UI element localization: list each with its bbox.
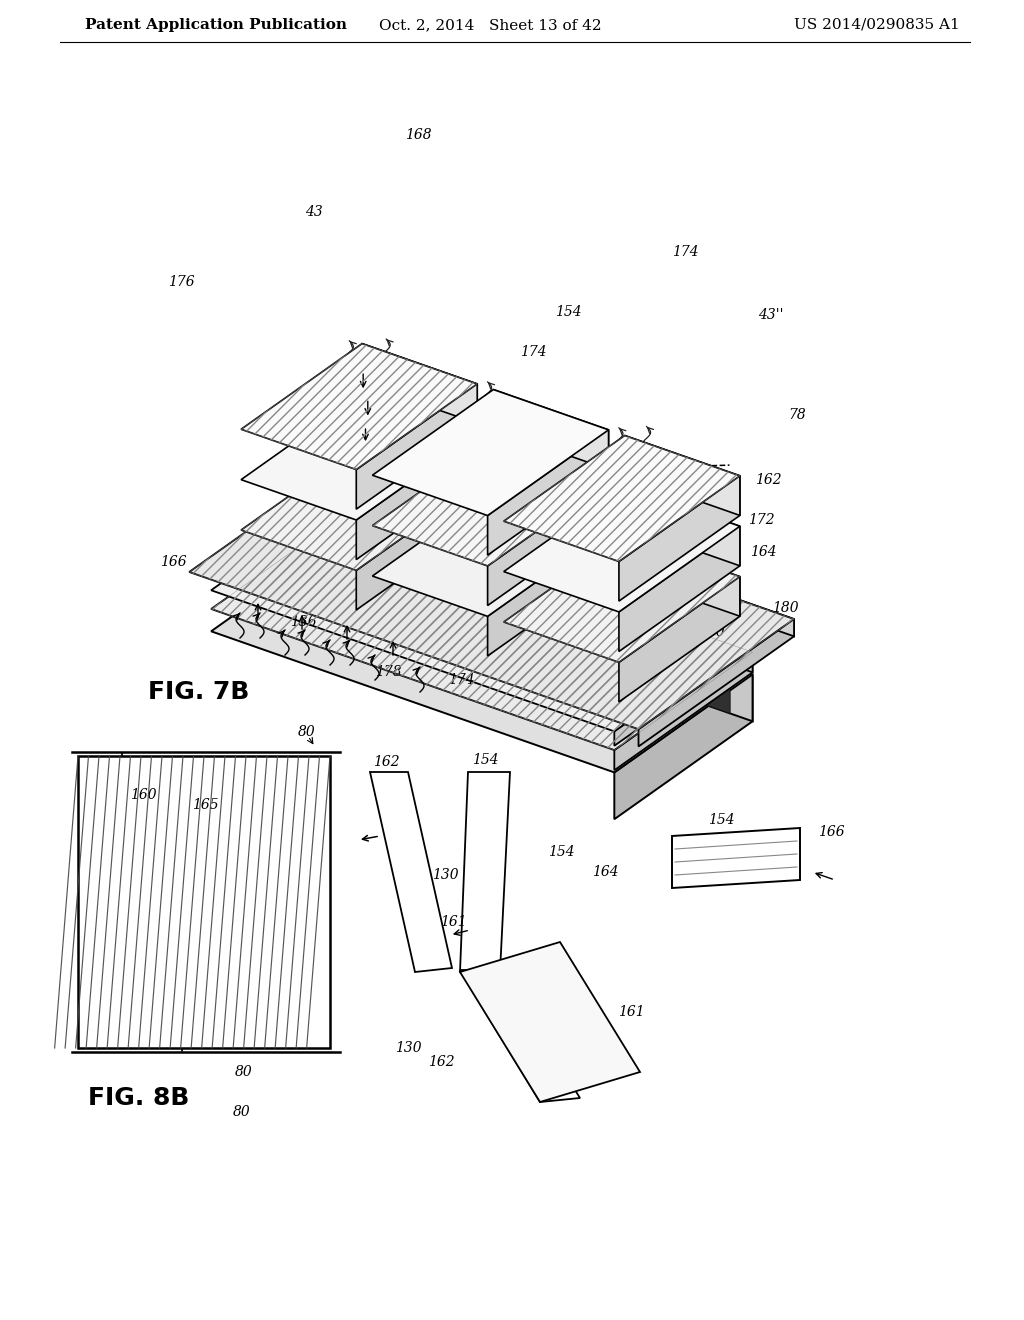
Polygon shape [708, 659, 730, 713]
Polygon shape [211, 533, 753, 772]
Polygon shape [625, 436, 740, 515]
Text: 80: 80 [233, 1105, 251, 1119]
Text: Oct. 2, 2014   Sheet 13 of 42: Oct. 2, 2014 Sheet 13 of 42 [379, 18, 601, 32]
Text: 43'': 43'' [758, 308, 783, 322]
Polygon shape [494, 440, 608, 520]
Text: 161: 161 [618, 1005, 645, 1019]
Text: 164: 164 [750, 545, 776, 558]
Polygon shape [614, 675, 753, 820]
Polygon shape [241, 393, 477, 520]
Text: 168: 168 [406, 128, 432, 143]
Polygon shape [460, 942, 640, 1102]
Text: FIG. 8B: FIG. 8B [88, 1086, 189, 1110]
Text: 176: 176 [168, 275, 195, 289]
Text: 162: 162 [428, 1055, 455, 1069]
Polygon shape [241, 343, 477, 470]
Polygon shape [373, 389, 608, 516]
Text: 162: 162 [755, 473, 781, 487]
Text: 78: 78 [788, 408, 806, 422]
Text: 154: 154 [548, 845, 574, 859]
Polygon shape [370, 772, 452, 972]
Polygon shape [349, 492, 753, 648]
Polygon shape [373, 490, 608, 616]
Text: 174: 174 [672, 246, 698, 259]
Text: 80: 80 [234, 1065, 253, 1078]
Polygon shape [618, 475, 740, 601]
Text: 166: 166 [818, 825, 845, 840]
Polygon shape [672, 828, 800, 888]
Text: 170: 170 [698, 624, 725, 639]
Polygon shape [356, 434, 477, 560]
Text: 130: 130 [395, 1041, 422, 1055]
Text: 174: 174 [368, 436, 394, 449]
Polygon shape [494, 490, 608, 570]
Polygon shape [618, 527, 740, 652]
Text: 154: 154 [472, 752, 499, 767]
Text: 165: 165 [193, 799, 219, 812]
Polygon shape [362, 445, 477, 524]
Polygon shape [663, 643, 685, 698]
Polygon shape [349, 533, 372, 587]
Polygon shape [189, 462, 794, 729]
Text: 178: 178 [375, 665, 401, 678]
Polygon shape [362, 393, 477, 474]
Polygon shape [618, 577, 740, 702]
Polygon shape [618, 627, 641, 682]
Polygon shape [439, 565, 462, 619]
Text: 174: 174 [449, 673, 475, 686]
Polygon shape [494, 389, 608, 470]
Text: 154: 154 [445, 561, 472, 576]
Polygon shape [349, 511, 753, 672]
Polygon shape [625, 536, 740, 616]
Text: 174: 174 [520, 345, 547, 359]
Polygon shape [504, 486, 740, 612]
Polygon shape [483, 581, 506, 635]
Text: 164: 164 [592, 865, 618, 879]
Text: 172: 172 [748, 513, 774, 527]
Polygon shape [460, 772, 510, 972]
Polygon shape [211, 492, 753, 731]
Text: 154: 154 [708, 813, 734, 828]
Text: 180: 180 [772, 601, 799, 615]
Polygon shape [211, 511, 753, 750]
Polygon shape [349, 533, 753, 721]
Polygon shape [460, 970, 580, 1102]
Text: 154: 154 [440, 401, 467, 414]
Text: FIG. 7B: FIG. 7B [148, 680, 250, 704]
Polygon shape [504, 536, 740, 663]
Text: 136: 136 [290, 615, 316, 630]
Text: 162: 162 [373, 755, 399, 770]
Polygon shape [528, 597, 551, 651]
Text: Patent Application Publication: Patent Application Publication [85, 18, 347, 32]
Polygon shape [241, 445, 477, 570]
Polygon shape [362, 343, 477, 424]
Text: US 2014/0290835 A1: US 2014/0290835 A1 [795, 18, 961, 32]
Polygon shape [345, 462, 794, 636]
Polygon shape [614, 634, 753, 746]
Polygon shape [356, 384, 477, 510]
Text: 43: 43 [305, 205, 323, 219]
Text: 80: 80 [298, 725, 315, 739]
Polygon shape [487, 480, 608, 606]
Polygon shape [487, 430, 608, 556]
Polygon shape [373, 440, 608, 566]
Polygon shape [356, 484, 477, 610]
Text: 160: 160 [130, 788, 157, 803]
Text: 161: 161 [440, 915, 467, 929]
Bar [78, 756, 330, 1048]
Polygon shape [614, 652, 753, 771]
Polygon shape [639, 619, 794, 747]
Polygon shape [625, 486, 740, 566]
Polygon shape [394, 549, 417, 603]
Text: 154: 154 [555, 305, 582, 319]
Polygon shape [573, 611, 596, 667]
Text: 166: 166 [160, 554, 186, 569]
Text: 130: 130 [432, 869, 459, 882]
Polygon shape [487, 531, 608, 656]
Polygon shape [504, 436, 740, 561]
